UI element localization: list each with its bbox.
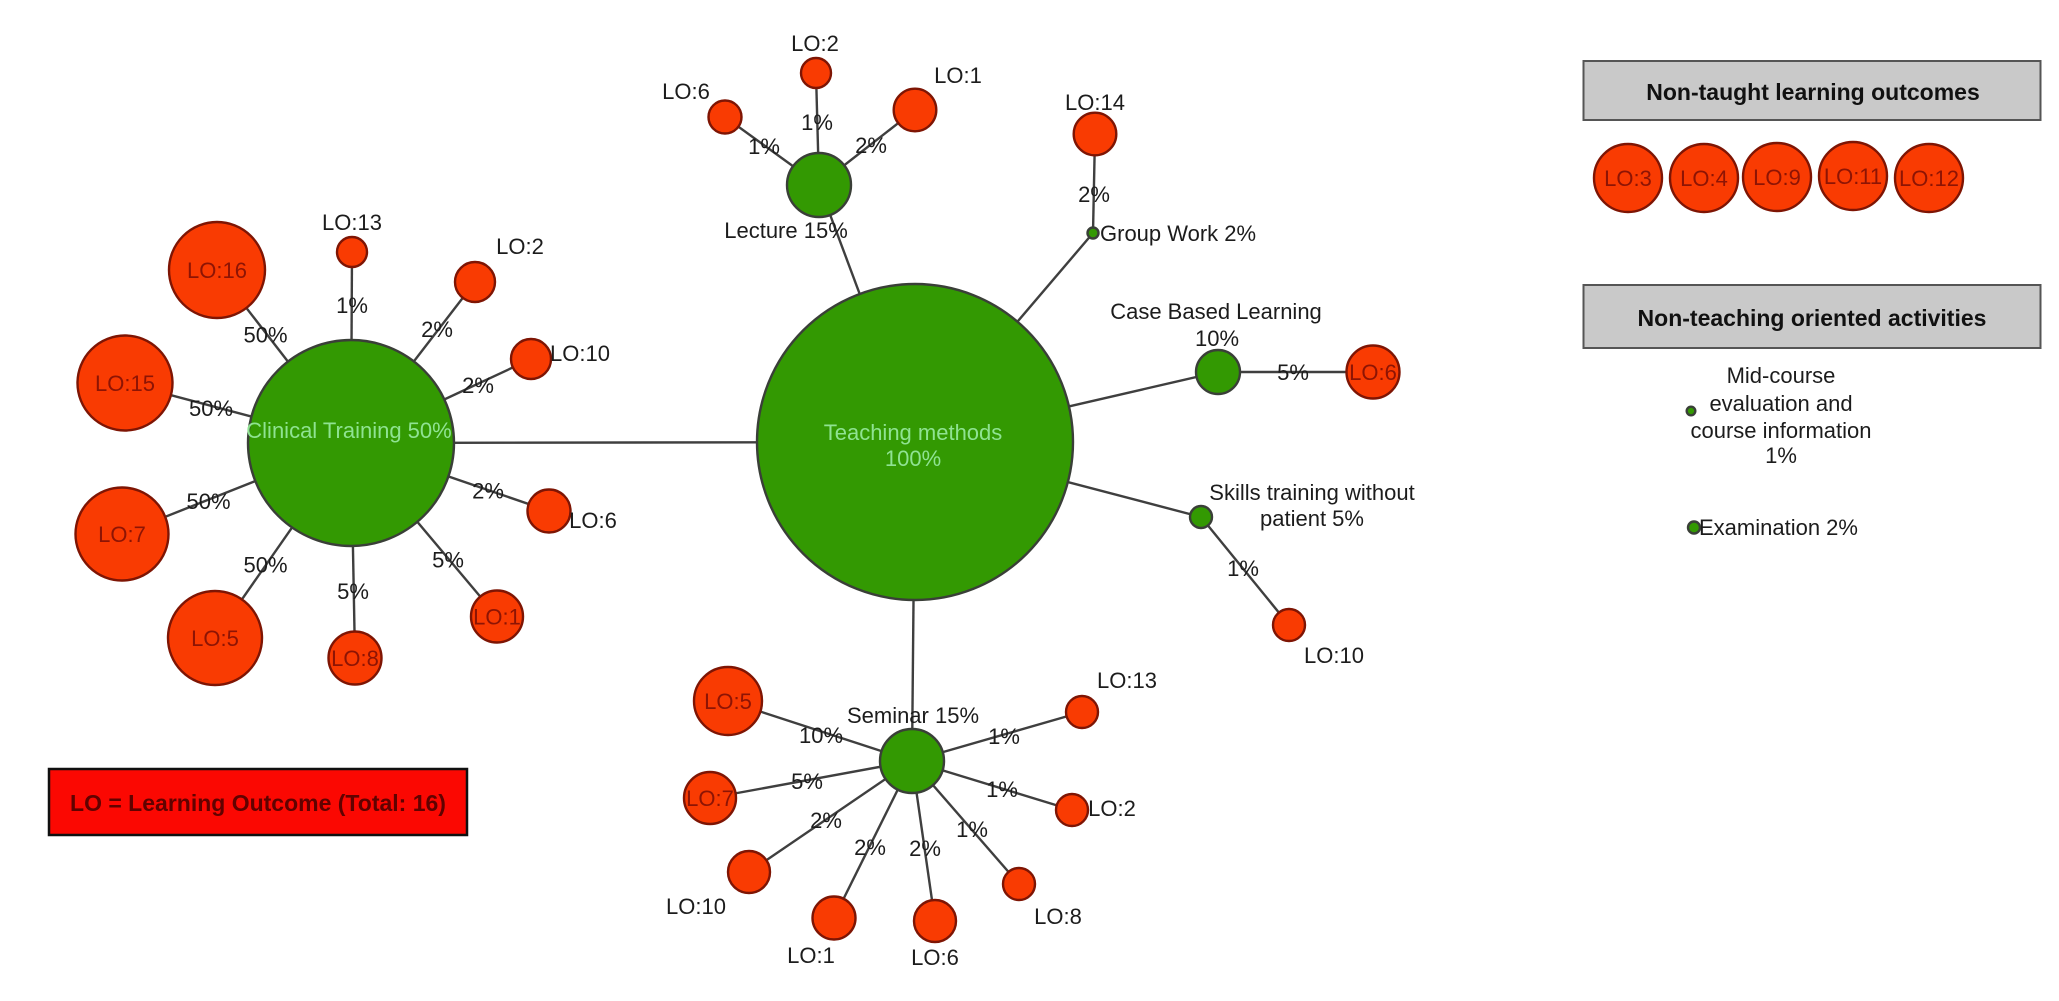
svg-text:5%: 5% [432,548,464,573]
svg-text:evaluation and: evaluation and [1709,391,1852,416]
svg-text:LO:15: LO:15 [95,371,155,396]
svg-text:1%: 1% [801,110,833,135]
svg-text:Mid-course: Mid-course [1727,363,1836,388]
svg-text:Clinical Training 50%: Clinical Training 50% [246,418,451,443]
svg-text:LO:8: LO:8 [331,646,379,671]
svg-text:LO:10: LO:10 [1304,643,1364,668]
svg-text:2%: 2% [855,133,887,158]
svg-text:5%: 5% [337,579,369,604]
svg-text:2%: 2% [1078,182,1110,207]
svg-text:LO:10: LO:10 [550,341,610,366]
svg-text:LO:12: LO:12 [1899,166,1959,191]
svg-text:LO:1: LO:1 [473,605,521,630]
svg-text:1%: 1% [1765,443,1797,468]
svg-text:Teaching methods: Teaching methods [824,420,1003,445]
svg-text:5%: 5% [1277,360,1309,385]
svg-text:LO:2: LO:2 [791,31,839,56]
svg-text:LO:3: LO:3 [1604,166,1652,191]
svg-text:LO:6: LO:6 [569,508,617,533]
svg-text:50%: 50% [189,396,233,421]
svg-text:10%: 10% [1195,326,1239,351]
svg-text:100%: 100% [885,446,941,471]
svg-text:LO:11: LO:11 [1824,164,1882,189]
svg-text:LO:8: LO:8 [1034,904,1082,929]
svg-text:LO:2: LO:2 [496,234,544,259]
svg-text:LO:6: LO:6 [1349,360,1397,385]
svg-text:LO:7: LO:7 [686,786,734,811]
svg-text:LO:14: LO:14 [1065,90,1125,115]
svg-text:Examination 2%: Examination 2% [1699,515,1858,540]
svg-text:10%: 10% [799,723,843,748]
svg-text:LO:10: LO:10 [666,894,726,919]
svg-text:1%: 1% [748,134,780,159]
svg-text:LO:7: LO:7 [98,522,146,547]
svg-text:50%: 50% [243,553,287,578]
svg-text:1%: 1% [988,724,1020,749]
svg-text:LO:6: LO:6 [662,79,710,104]
svg-text:1%: 1% [1227,556,1259,581]
svg-text:1%: 1% [986,777,1018,802]
svg-text:LO:9: LO:9 [1753,165,1801,190]
svg-text:Non-teaching oriented activiti: Non-teaching oriented activities [1638,305,1987,331]
svg-text:LO:1: LO:1 [934,63,982,88]
svg-text:Skills training without: Skills training without [1209,480,1414,505]
svg-text:LO:1: LO:1 [787,943,835,968]
svg-text:LO:16: LO:16 [187,258,247,283]
svg-text:50%: 50% [243,323,287,348]
svg-text:LO:5: LO:5 [704,689,752,714]
svg-text:50%: 50% [186,489,230,514]
svg-text:LO:13: LO:13 [322,210,382,235]
svg-text:Case Based Learning: Case Based Learning [1110,299,1322,324]
svg-text:2%: 2% [854,835,886,860]
svg-text:course information: course information [1691,418,1872,443]
svg-text:LO:6: LO:6 [911,945,959,970]
svg-text:Seminar 15%: Seminar 15% [847,703,979,728]
svg-text:patient 5%: patient 5% [1260,506,1364,531]
svg-text:Lecture 15%: Lecture 15% [724,218,848,243]
svg-text:LO:5: LO:5 [191,626,239,651]
svg-text:2%: 2% [810,808,842,833]
svg-text:LO:13: LO:13 [1097,668,1157,693]
svg-text:LO:2: LO:2 [1088,796,1136,821]
svg-text:5%: 5% [791,769,823,794]
svg-text:2%: 2% [462,373,494,398]
svg-text:LO:4: LO:4 [1680,166,1728,191]
svg-text:Group Work 2%: Group Work 2% [1100,221,1256,246]
svg-text:2%: 2% [472,479,504,504]
svg-text:1%: 1% [336,293,368,318]
svg-text:2%: 2% [421,317,453,342]
svg-text:2%: 2% [909,836,941,861]
svg-text:1%: 1% [956,817,988,842]
svg-text:Non-taught learning outcomes: Non-taught learning outcomes [1646,79,1980,105]
svg-text:LO = Learning Outcome (Total:: LO = Learning Outcome (Total: 16) [70,790,446,816]
